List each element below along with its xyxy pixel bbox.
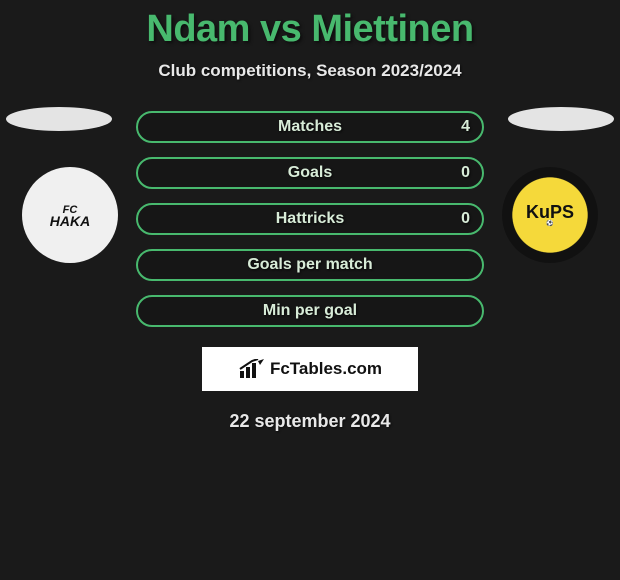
club-right-label: KuPS ⚽ [526, 203, 574, 227]
stat-right-value: 0 [461, 210, 470, 228]
player-pill-left [6, 107, 112, 131]
stat-label: Goals per match [247, 256, 372, 274]
brand-badge: FcTables.com [202, 347, 418, 391]
stat-label: Goals [288, 164, 332, 182]
chart-icon [238, 359, 266, 379]
brand-text: FcTables.com [270, 359, 382, 379]
stat-row: Hattricks 0 [136, 203, 484, 235]
player-pill-right [508, 107, 614, 131]
stat-row: Min per goal [136, 295, 484, 327]
stats-list: Matches 4 Goals 0 Hattricks 0 Goals per … [136, 111, 484, 327]
stat-right-value: 0 [461, 164, 470, 182]
club-left-label: FC Haka [50, 202, 90, 229]
page-title: Ndam vs Miettinen [0, 0, 620, 51]
stat-right-value: 4 [461, 118, 470, 136]
club-badge-left: FC Haka [22, 167, 118, 263]
stat-label: Min per goal [263, 302, 357, 320]
subtitle: Club competitions, Season 2023/2024 [0, 61, 620, 81]
stat-label: Matches [278, 118, 342, 136]
date-label: 22 september 2024 [0, 411, 620, 432]
stat-label: Hattricks [276, 210, 344, 228]
stat-row: Matches 4 [136, 111, 484, 143]
stat-row: Goals 0 [136, 157, 484, 189]
comparison-stage: FC Haka KuPS ⚽ Matches 4 Goals 0 Hattric… [0, 111, 620, 327]
club-badge-right: KuPS ⚽ [502, 167, 598, 263]
stat-row: Goals per match [136, 249, 484, 281]
